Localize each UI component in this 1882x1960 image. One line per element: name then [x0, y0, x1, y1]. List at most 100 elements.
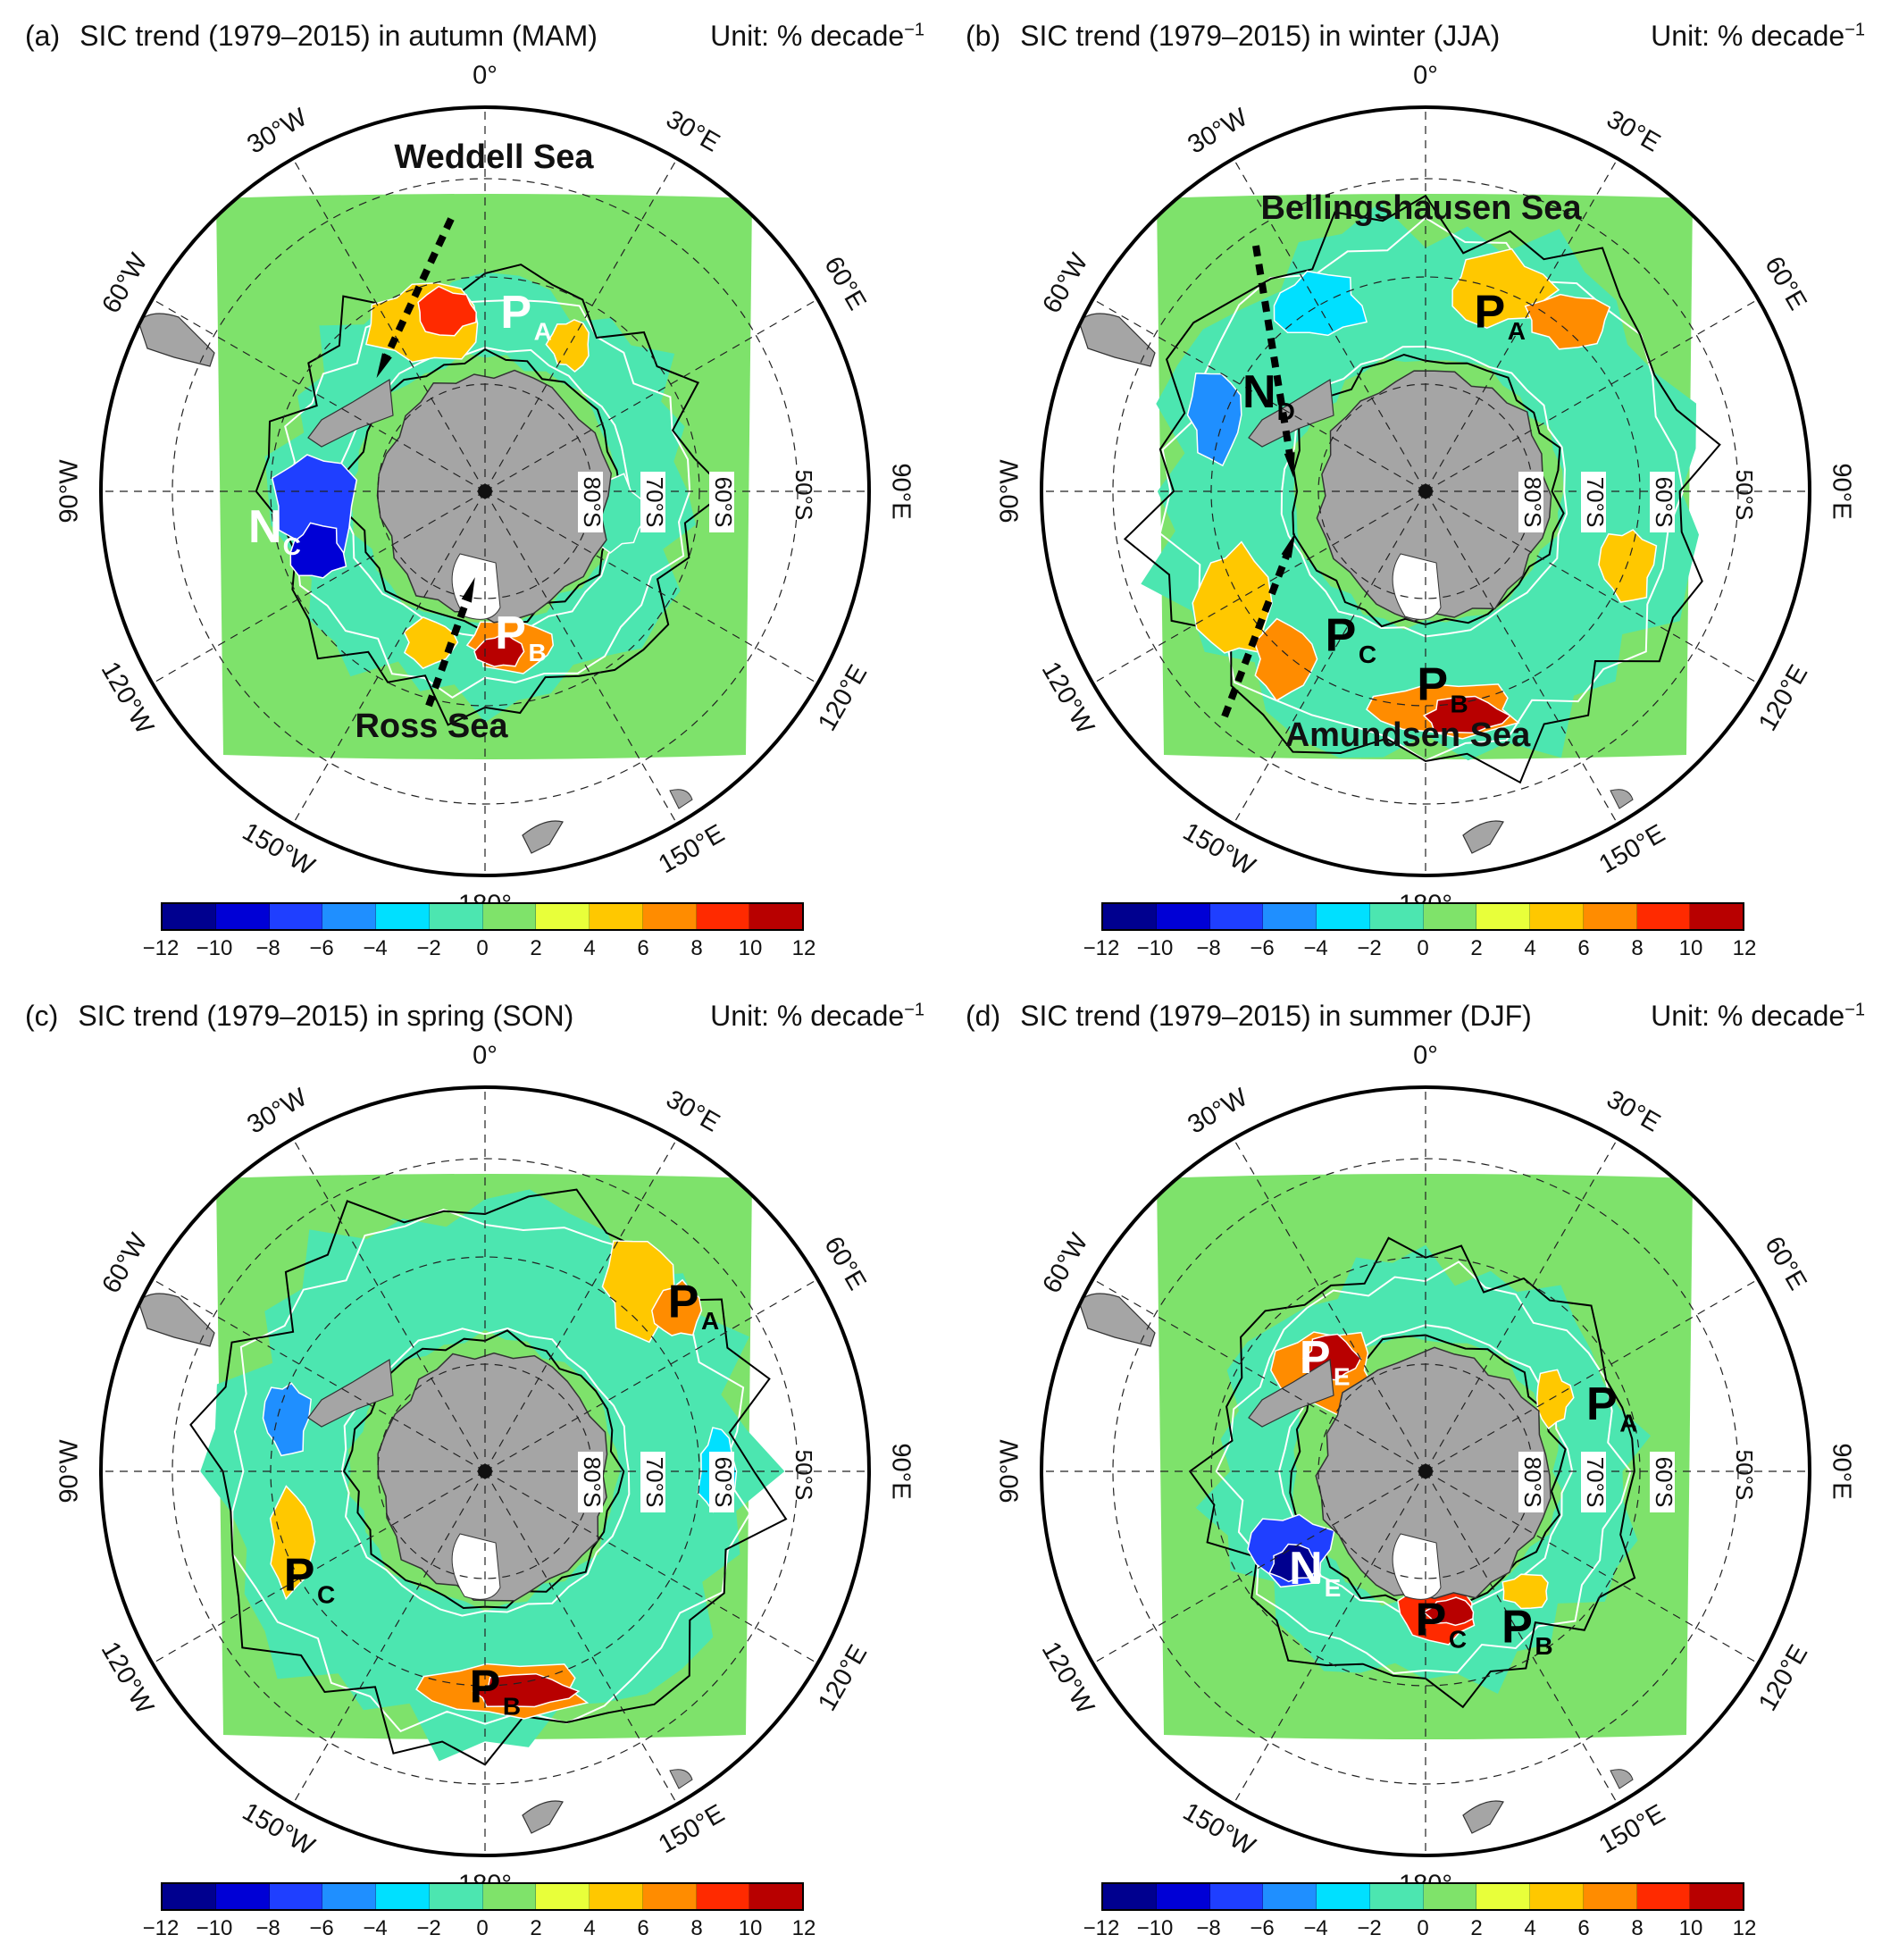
meridian-line — [152, 298, 486, 492]
meridian-line — [1092, 490, 1426, 684]
colorbar-cell — [1369, 1884, 1424, 1909]
panel-title: (c) SIC trend (1979–2015) in spring (SON) — [25, 1000, 573, 1033]
colorbar-tick-label: 0 — [476, 936, 489, 960]
lon-label: 60°E — [1759, 1232, 1811, 1295]
colorbar-cell — [482, 1884, 537, 1909]
region-marker-letter: P — [470, 1662, 501, 1713]
meridian-line — [484, 490, 818, 684]
trend-patch — [472, 1672, 581, 1708]
panel-label: (d) — [966, 1000, 1001, 1032]
lon-label: 30°W — [1183, 1083, 1252, 1140]
colorbar-cell — [269, 1884, 323, 1909]
region-marker-sub: B — [1535, 1632, 1552, 1660]
island-land — [1610, 789, 1634, 809]
lat-label-bg — [1581, 472, 1606, 532]
colorbar-tick-label: −8 — [1196, 936, 1221, 960]
panel-d: (d) SIC trend (1979–2015) in summer (DJF)… — [941, 980, 1881, 1960]
path-arrow-head — [1281, 532, 1296, 558]
meridian-line — [1425, 1470, 1619, 1805]
colorbar-cell — [322, 904, 376, 929]
colorbar-cell — [536, 904, 590, 929]
colorbar-tick-label: 4 — [583, 1916, 596, 1940]
colorbar-cell — [536, 1884, 590, 1909]
trend-patch — [545, 319, 590, 373]
lon-label: 60°E — [818, 252, 871, 315]
colorbar-tick-label: −2 — [1357, 1916, 1382, 1940]
lon-label: 30°W — [242, 103, 312, 160]
colorbar-tick-label: 8 — [690, 936, 703, 960]
new-zealand-land — [522, 820, 564, 854]
map-body: 80°S 70°S 60°S — [101, 107, 869, 875]
meridian-line — [484, 158, 678, 492]
lat-label-bg — [578, 472, 603, 532]
region-marker-letter: P — [1416, 1595, 1447, 1646]
lon-label: 90°W — [996, 459, 1025, 524]
trend-patch — [1422, 695, 1511, 734]
colorbar-tick-label: −2 — [1357, 936, 1382, 960]
colorbar-cell — [1156, 904, 1210, 929]
colorbar-tick-label: 8 — [690, 1916, 703, 1940]
antarctica-land — [1316, 370, 1552, 623]
panel-label: (b) — [966, 20, 1001, 52]
lon-label: 0° — [1413, 62, 1438, 90]
colorbar-cell — [163, 904, 216, 929]
colorbar-cell — [1423, 1884, 1477, 1909]
colorbar-cell — [1263, 904, 1317, 929]
panel-title-text: SIC trend (1979–2015) in spring (SON) — [78, 1000, 574, 1032]
colorbar-tick-label: 12 — [791, 936, 816, 960]
colorbar-cell — [482, 904, 537, 929]
meridian-line — [292, 490, 486, 825]
lat-label-bg — [640, 472, 665, 532]
lon-label: 30°W — [1183, 103, 1252, 160]
map-body: 80°S 70°S 60°S — [1041, 1087, 1810, 1855]
lat-label: 80°S — [579, 477, 606, 528]
colorbar-tick-label: 6 — [637, 1916, 649, 1940]
meridian-line — [484, 490, 678, 825]
colorbar-tick-label: 6 — [1577, 936, 1590, 960]
region-marker-letter: P — [1326, 609, 1357, 661]
panel-label: (a) — [25, 20, 61, 52]
lon-label: 60°E — [1759, 252, 1811, 315]
region-marker-sub: C — [317, 1580, 335, 1608]
antarctic-peninsula — [1248, 378, 1334, 448]
trend-patch — [1598, 529, 1658, 603]
lon-label: 0° — [473, 1042, 498, 1070]
meridian-line — [1233, 1470, 1426, 1805]
colorbar-tick-label: −12 — [142, 936, 180, 960]
colorbar-tick-label: 10 — [1678, 936, 1703, 960]
trend-patch — [289, 522, 347, 579]
colorbar-cell — [590, 904, 643, 929]
colorbar-tick-label: −2 — [416, 936, 441, 960]
map-boundary — [1040, 1085, 1811, 1857]
trend-patch — [1192, 540, 1273, 654]
region-marker-sub: A — [1508, 317, 1526, 345]
colorbar-cell — [696, 1884, 750, 1909]
lon-label: 90°E — [886, 463, 915, 519]
island-land — [669, 1769, 693, 1789]
lat-label-bg — [709, 472, 734, 532]
path-arrow-line — [425, 592, 473, 708]
colorbar-cell — [590, 1884, 643, 1909]
map-body: 80°S 70°S 60°S — [1041, 107, 1810, 875]
meridian-line — [1425, 158, 1619, 492]
meridian-line — [1233, 158, 1426, 492]
lat-label: 50°S — [1731, 1450, 1758, 1501]
meridian-line — [1233, 490, 1426, 825]
lat-label: 60°S — [1651, 477, 1677, 528]
meridian-line — [292, 158, 486, 492]
lon-label: 60°E — [818, 1232, 871, 1295]
map-body: 80°S 70°S 60°S — [101, 1087, 869, 1855]
antarctic-peninsula — [307, 378, 394, 448]
colorbar-tick-label: −10 — [196, 936, 233, 960]
region-marker-letter: P — [1586, 1378, 1618, 1430]
lon-label: 0° — [1413, 1042, 1438, 1070]
meridian-line — [152, 1278, 486, 1472]
polar-map: 80°S 70°S 60°S 50°S0°30°E60°E90°E120°E150°E… — [55, 62, 916, 919]
lon-label: 90°E — [886, 1443, 915, 1499]
colorbar-cell — [1423, 904, 1477, 929]
